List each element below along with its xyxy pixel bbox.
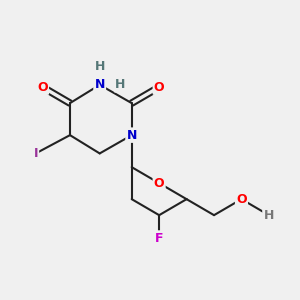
Text: I: I	[33, 147, 38, 160]
Text: H: H	[264, 209, 274, 222]
Text: O: O	[37, 81, 48, 94]
Text: O: O	[154, 177, 164, 190]
Text: H: H	[94, 60, 105, 73]
Text: H: H	[115, 78, 125, 91]
Text: N: N	[127, 129, 137, 142]
Text: O: O	[236, 193, 247, 206]
Text: N: N	[94, 78, 105, 91]
Text: H: H	[264, 209, 274, 222]
Text: O: O	[154, 81, 164, 94]
Text: F: F	[155, 232, 164, 244]
